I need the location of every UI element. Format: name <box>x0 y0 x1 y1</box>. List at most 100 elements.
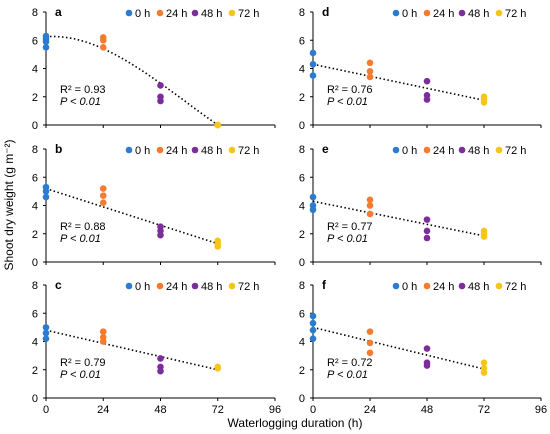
panel-a: 0 2 4 6 8 a 0 h 24 h 48 h 72 h R² = 0.93P < 0.01 <box>32 5 276 132</box>
legend-label: 48 h <box>201 8 222 20</box>
x-tick-label: 24 <box>364 404 376 416</box>
legend-label: 0 h <box>402 145 417 157</box>
data-point-72h <box>214 365 222 372</box>
data-point-0h <box>42 324 50 331</box>
legend-label: 0 h <box>402 8 417 20</box>
y-tick-label: 0 <box>32 120 38 132</box>
data-point-48h <box>157 231 164 239</box>
y-tick-label: 4 <box>299 337 305 349</box>
legend-marker <box>228 282 236 290</box>
y-tick-label: 8 <box>32 144 38 156</box>
y-tick-label: 8 <box>299 144 305 156</box>
legend-marker <box>228 9 236 17</box>
p-value-label: P < 0.01 <box>60 369 101 381</box>
data-point-72h <box>480 233 488 240</box>
legend-label: 72 h <box>238 281 259 293</box>
legend-marker <box>392 282 400 290</box>
data-point-24h <box>366 210 374 218</box>
legend-marker <box>125 146 133 154</box>
data-point-0h <box>42 335 50 342</box>
y-tick-label: 6 <box>32 172 38 184</box>
legend-marker <box>228 146 236 154</box>
p-value-label: P < 0.01 <box>327 233 368 245</box>
legend-marker <box>191 282 199 290</box>
legend-label: 72 h <box>238 8 259 20</box>
legend-label: 0 h <box>135 145 150 157</box>
x-tick-label: 0 <box>43 404 49 416</box>
legend-label: 24 h <box>166 8 187 20</box>
y-tick-label: 2 <box>32 365 38 377</box>
data-point-0h <box>42 329 50 337</box>
y-tick-label: 0 <box>32 393 38 405</box>
data-point-72h <box>214 243 222 250</box>
y-tick-label: 8 <box>32 280 38 292</box>
data-point-72h <box>480 99 488 106</box>
data-point-48h <box>423 345 431 352</box>
legend-label: 72 h <box>505 281 526 293</box>
legend-label: 48 h <box>201 281 222 293</box>
data-point-48h <box>423 96 431 103</box>
y-tick-label: 4 <box>32 337 38 349</box>
x-axis-title: Waterlogging duration (h) <box>228 416 363 430</box>
legend-marker <box>495 9 503 17</box>
legend-marker <box>495 282 503 290</box>
data-point-24h <box>99 338 107 345</box>
y-tick-label: 2 <box>299 365 305 377</box>
legend-label: 24 h <box>433 8 454 20</box>
y-tick-label: 4 <box>32 64 38 76</box>
trend-line <box>312 63 485 102</box>
r-squared-label: R² = 0.93 <box>60 84 106 96</box>
legend-marker <box>458 146 466 154</box>
data-point-0h <box>309 60 317 68</box>
y-tick-label: 2 <box>299 92 305 104</box>
p-value-label: P < 0.01 <box>327 369 368 381</box>
legend-marker <box>156 282 164 290</box>
legend-marker <box>156 9 164 17</box>
legend-marker <box>191 146 199 154</box>
y-tick-label: 4 <box>299 201 305 213</box>
panel-label: d <box>322 5 329 19</box>
data-point-48h <box>423 227 431 235</box>
x-tick-label: 72 <box>212 404 224 416</box>
legend-marker <box>423 282 431 290</box>
data-point-48h <box>423 77 431 85</box>
x-tick-label: 48 <box>421 404 433 416</box>
y-tick-label: 6 <box>32 308 38 320</box>
data-point-24h <box>99 44 107 51</box>
y-tick-label: 4 <box>32 201 38 213</box>
data-point-48h <box>423 216 431 223</box>
y-tick-label: 2 <box>299 229 305 241</box>
data-point-48h <box>157 355 164 362</box>
y-tick-label: 0 <box>299 257 305 269</box>
y-tick-label: 0 <box>299 120 305 132</box>
data-point-0h <box>309 72 317 79</box>
data-point-24h <box>366 68 374 75</box>
y-tick-label: 6 <box>299 172 305 184</box>
data-point-24h <box>366 202 374 209</box>
data-point-48h <box>157 367 164 375</box>
r-squared-label: R² = 0.88 <box>60 221 106 233</box>
legend-marker <box>458 9 466 17</box>
x-tick-label: 24 <box>97 404 109 416</box>
y-tick-label: 8 <box>299 7 305 19</box>
data-point-24h <box>99 199 107 206</box>
data-point-24h <box>99 185 107 192</box>
x-tick-label: 72 <box>478 404 490 416</box>
legend-marker <box>423 146 431 154</box>
y-tick-label: 0 <box>32 257 38 269</box>
x-tick-label: 96 <box>269 404 281 416</box>
legend-marker <box>423 9 431 17</box>
data-point-48h <box>423 234 431 242</box>
x-tick-label: 0 <box>310 404 316 416</box>
p-value-label: P < 0.01 <box>60 233 101 245</box>
data-point-72h <box>480 359 488 366</box>
y-tick-label: 6 <box>32 35 38 47</box>
panel-b: 0 2 4 6 8 b 0 h 24 h 48 h 72 h R² = 0.88P < 0.01 <box>32 142 276 269</box>
r-squared-label: R² = 0.72 <box>327 357 373 369</box>
panel-label: c <box>55 278 62 292</box>
data-point-72h <box>480 369 488 376</box>
r-squared-label: R² = 0.77 <box>327 221 373 233</box>
legend-marker <box>458 282 466 290</box>
data-point-24h <box>366 339 374 347</box>
